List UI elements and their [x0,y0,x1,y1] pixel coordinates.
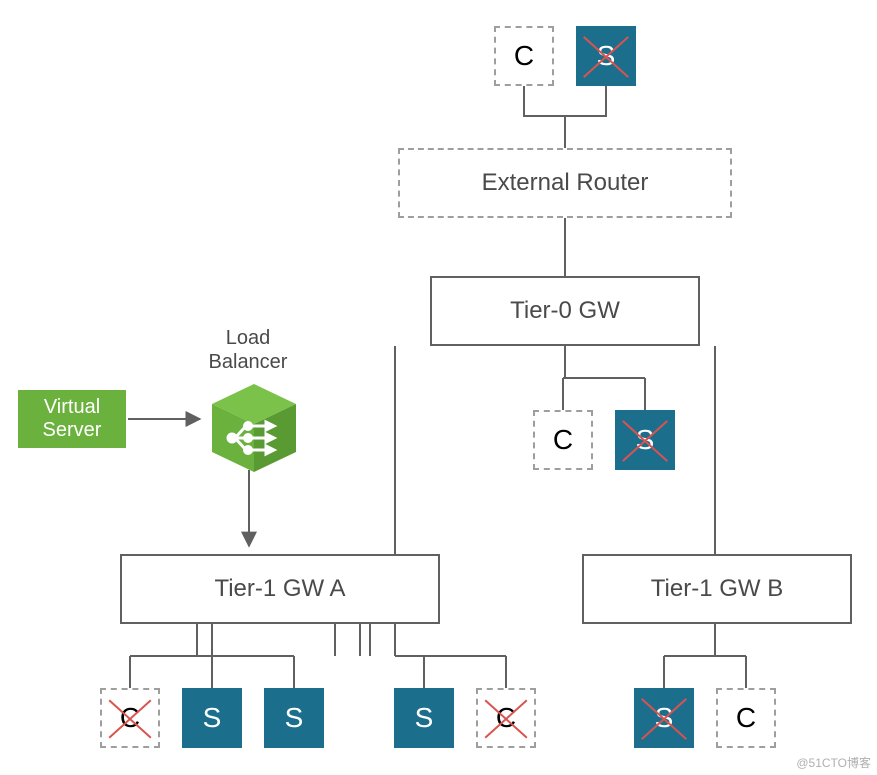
node-label: External Router [482,169,649,197]
node-bottom-s3: S [394,688,454,748]
watermark: @51CTO博客 [796,754,871,771]
node-bottom-s1: S [182,688,242,748]
node-top-client: C [494,26,554,86]
node-top-server: S [576,26,636,86]
node-external-router: External Router [398,148,732,218]
connectors [0,0,877,775]
node-bottom-s4: S [634,688,694,748]
node-bottom-c2: C [476,688,536,748]
node-bottom-s2: S [264,688,324,748]
node-tier0-gw: Tier-0 GW [430,276,700,346]
node-label: C [736,702,756,734]
load-balancer-icon [204,378,294,468]
node-bottom-c1: C [100,688,160,748]
node-label: C [496,702,516,734]
node-label: C [120,702,140,734]
node-bottom-c3: C [716,688,776,748]
node-label: S [597,40,616,72]
node-tier1-gw-b: Tier-1 GW B [582,554,852,624]
node-label: S [285,702,304,734]
node-tier1-gw-a: Tier-1 GW A [120,554,440,624]
node-label: S [655,702,674,734]
node-label: C [514,40,534,72]
node-label: S [415,702,434,734]
node-label: Virtual Server [43,396,102,442]
node-virtual-server: Virtual Server [18,390,126,448]
node-mid-client: C [533,410,593,470]
node-mid-server: S [615,410,675,470]
node-label: S [203,702,222,734]
node-label: Tier-1 GW A [214,575,345,603]
load-balancer-label: Load Balancer [198,326,298,374]
node-label: S [636,424,655,456]
node-label: C [553,424,573,456]
node-label: Tier-0 GW [510,297,620,325]
node-label: Tier-1 GW B [651,575,783,603]
